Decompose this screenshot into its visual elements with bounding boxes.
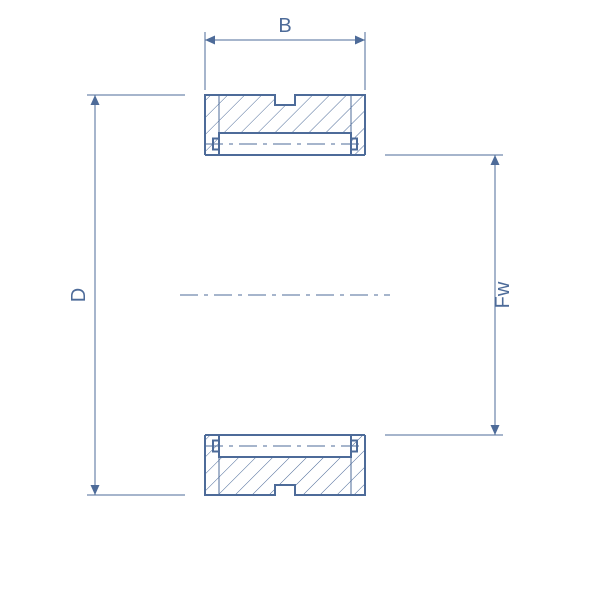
bearing-section-drawing: B D Fw	[0, 0, 600, 600]
arrowhead	[491, 425, 500, 435]
arrowhead	[91, 485, 100, 495]
label-D: D	[68, 288, 90, 302]
arrowhead	[355, 36, 365, 45]
arrowhead	[491, 155, 500, 165]
drawing-layer: B D Fw	[68, 15, 514, 495]
label-B: B	[278, 15, 291, 37]
label-Fw: Fw	[492, 281, 514, 308]
arrowhead	[91, 95, 100, 105]
arrowhead	[205, 36, 215, 45]
